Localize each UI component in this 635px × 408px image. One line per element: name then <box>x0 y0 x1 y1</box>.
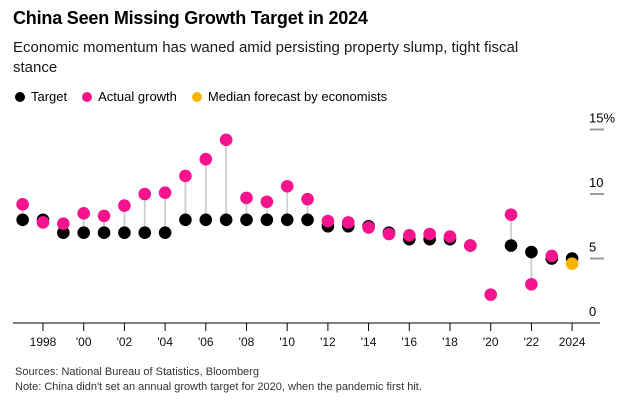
sources-line: Sources: National Bureau of Statistics, … <box>15 366 259 378</box>
target-dot <box>138 226 152 239</box>
x-tick-label: '18 <box>442 335 458 349</box>
actual-dot <box>423 227 436 241</box>
target-dot <box>280 213 294 227</box>
actual-dot <box>525 278 538 291</box>
actual-dot <box>484 288 498 301</box>
x-tick-label: '08 <box>239 335 255 349</box>
target-dot <box>16 213 29 227</box>
actual-dot <box>16 198 29 211</box>
x-tick-label: '16 <box>401 335 417 349</box>
target-dot <box>301 213 314 227</box>
target-dot <box>525 245 538 259</box>
chart-footer: Sources: National Bureau of Statistics, … <box>15 365 422 394</box>
actual-dot <box>382 227 396 241</box>
target-dot <box>118 226 131 239</box>
target-dot <box>179 213 192 227</box>
actual-dot <box>219 133 233 147</box>
x-tick-label: '12 <box>320 335 336 349</box>
actual-dot <box>280 179 294 193</box>
actual-dot <box>341 216 355 229</box>
y-tick-label: 0 <box>589 304 596 319</box>
target-dot-icon <box>15 91 25 102</box>
actual-dot <box>118 199 131 212</box>
legend-item-actual-growth: Actual growth <box>82 89 177 104</box>
legend-label-median-forecast: Median forecast by economists <box>207 89 388 104</box>
forecast-dot <box>565 257 579 270</box>
target-dot <box>260 213 274 227</box>
y-tick-label: 15% <box>589 111 615 126</box>
legend-label-target: Target <box>31 89 68 104</box>
x-tick-label: '06 <box>198 335 214 349</box>
actual-dot <box>545 249 559 263</box>
actual-dot <box>321 214 335 228</box>
chart-subtitle-line-2: stance <box>13 59 58 76</box>
chart-subtitle: Economic momentum has waned amid persist… <box>13 38 518 78</box>
actual-growth-dot-icon <box>82 91 93 102</box>
actual-dot <box>301 192 314 206</box>
target-dot <box>504 239 518 252</box>
actual-dot <box>179 169 192 183</box>
x-tick-label: '22 <box>524 335 540 349</box>
actual-dot <box>138 187 152 201</box>
x-tick-label: '14 <box>361 335 377 349</box>
x-tick-label: '02 <box>117 335 133 349</box>
actual-dot <box>36 216 50 229</box>
actual-dot <box>240 191 253 205</box>
actual-dot <box>77 207 90 220</box>
actual-dot <box>57 217 70 230</box>
actual-dot <box>260 195 274 209</box>
x-tick-label: '00 <box>76 335 92 349</box>
target-dot <box>158 226 172 239</box>
median-forecast-dot-icon <box>191 91 202 102</box>
x-tick-label: '10 <box>279 335 295 349</box>
actual-dot <box>403 228 416 242</box>
actual-dot <box>362 221 375 234</box>
target-dot <box>240 213 253 227</box>
target-dot <box>199 213 213 227</box>
actual-dot <box>158 186 172 200</box>
target-dot <box>219 213 233 227</box>
actual-dot <box>199 152 213 166</box>
chart-title: China Seen Missing Growth Target in 2024 <box>13 8 368 28</box>
actual-dot <box>464 239 477 252</box>
legend: Target Actual growth Median forecast by … <box>15 89 387 104</box>
legend-item-median-forecast: Median forecast by economists <box>191 89 388 104</box>
x-tick-label: '20 <box>483 335 499 349</box>
target-dot <box>77 226 90 239</box>
actual-dot <box>97 209 111 223</box>
actual-dot <box>504 208 518 221</box>
chart-subtitle-line-1: Economic momentum has waned amid persist… <box>13 39 519 56</box>
y-tick-label: 10 <box>589 175 603 190</box>
actual-dot <box>443 230 457 243</box>
x-tick-label: 1998 <box>30 335 57 349</box>
target-dot <box>97 226 111 239</box>
target-dot <box>57 226 70 239</box>
x-tick-label: '04 <box>157 335 173 349</box>
legend-label-actual-growth: Actual growth <box>98 89 177 104</box>
note-line: Note: China didn't set an annual growth … <box>15 380 422 393</box>
y-tick-label: 5 <box>589 240 596 255</box>
legend-item-target: Target <box>15 89 67 104</box>
x-tick-label: 2024 <box>559 335 586 349</box>
